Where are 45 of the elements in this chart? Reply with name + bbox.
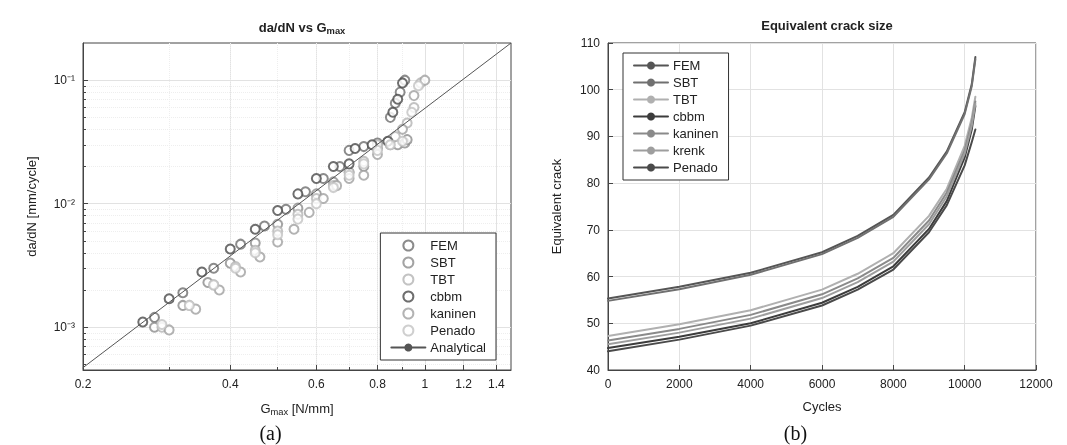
y-tick-label: 10⁻¹ <box>53 73 75 88</box>
y-tick-label: 10⁻³ <box>53 320 75 335</box>
chart-title: Equivalent crack size <box>761 18 893 33</box>
y-tick-label: 70 <box>586 222 601 237</box>
legend-label: krenk <box>673 143 706 158</box>
x-tick-label: 0.8 <box>369 377 387 391</box>
legend-label: SBT <box>430 255 456 270</box>
legend-label: TBT <box>673 92 698 107</box>
x-tick-label: 10000 <box>947 377 982 391</box>
text: (b) <box>783 422 808 445</box>
x-tick-label: 0.4 <box>221 377 239 391</box>
legend-label: cbbm <box>430 289 463 304</box>
legend-label: SBT <box>673 75 699 90</box>
legend-label: cbbm <box>673 109 705 124</box>
y-tick-label: 50 <box>586 316 601 331</box>
legend-label: kaninen <box>673 126 719 141</box>
x-tick-label: 0.2 <box>74 377 92 391</box>
y-tick-label: 90 <box>586 129 601 144</box>
y-tick-label: 40 <box>586 363 601 377</box>
y-tick-label: 60 <box>586 269 601 284</box>
legend-label: Analytical <box>430 340 487 355</box>
x-tick-label: 8000 <box>879 377 907 391</box>
y-axis-title: Equivalent crack <box>549 158 564 255</box>
x-tick-label: 2000 <box>665 377 693 391</box>
legend-label: Penado <box>430 323 476 338</box>
legend-label: TBT <box>430 272 455 287</box>
x-tick-label: 1.4 <box>488 377 506 391</box>
y-tick-label: 100 <box>579 82 601 97</box>
y-tick-label: 110 <box>580 36 601 50</box>
x-tick-label: 0 <box>604 377 612 391</box>
x-tick-label: 6000 <box>808 377 836 391</box>
x-tick-label: 4000 <box>737 377 765 391</box>
x-tick-label: 0.6 <box>308 377 326 391</box>
x-tick-label: 1 <box>421 377 429 391</box>
x-tick-label: 12000 <box>1019 377 1054 391</box>
y-tick-label: 10⁻² <box>53 196 75 211</box>
y-axis-title: da/dN [mm/cycle] <box>24 156 39 257</box>
y-tick-label: 80 <box>586 176 601 191</box>
legend-label: Penado <box>673 160 718 175</box>
legend-label: FEM <box>430 238 458 253</box>
text: (a) <box>259 422 282 445</box>
legend-label: FEM <box>673 58 701 73</box>
legend-label: kaninen <box>430 306 476 321</box>
x-tick-label: 1.2 <box>455 377 473 391</box>
x-axis-title: Cycles <box>802 399 842 414</box>
